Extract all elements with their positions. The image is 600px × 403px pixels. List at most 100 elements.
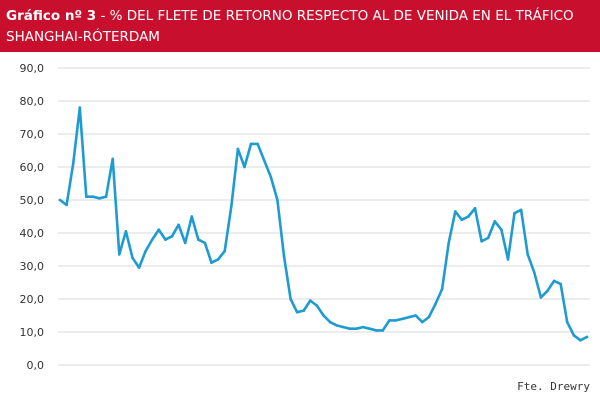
data-point — [131, 256, 134, 260]
data-point — [368, 327, 371, 331]
data-point — [137, 266, 141, 269]
data-point — [170, 235, 174, 238]
data-point — [269, 175, 273, 179]
data-point — [309, 299, 312, 302]
data-point — [262, 159, 266, 162]
data-point — [579, 339, 582, 342]
data-point — [460, 218, 464, 222]
data-point — [315, 304, 319, 307]
data-point — [381, 329, 385, 332]
data-point — [203, 241, 207, 245]
data-point — [289, 297, 292, 301]
data-point — [447, 241, 451, 245]
y-tick-label: 80,0 — [20, 95, 45, 108]
data-point — [124, 230, 128, 233]
data-point — [236, 147, 240, 151]
data-point — [216, 258, 220, 261]
data-point — [513, 211, 516, 215]
data-point — [565, 320, 569, 324]
data-point — [467, 215, 470, 218]
data-point — [546, 289, 549, 293]
data-point — [421, 320, 424, 324]
data-point — [473, 207, 477, 210]
data-point — [78, 106, 82, 109]
data-point — [91, 195, 95, 198]
data-point — [104, 195, 108, 198]
data-point — [85, 195, 88, 198]
data-point — [335, 324, 339, 327]
data-point — [401, 317, 404, 321]
data-point — [256, 142, 259, 146]
data-point — [197, 238, 200, 241]
data-point — [210, 261, 213, 265]
source-note: Fte. Drewry — [517, 380, 590, 393]
y-tick-label: 40,0 — [20, 227, 45, 240]
series-layer — [58, 106, 589, 342]
data-point — [118, 253, 121, 256]
data-point — [302, 309, 306, 312]
data-point — [361, 325, 365, 329]
data-point — [572, 334, 576, 337]
gridlines — [58, 67, 590, 366]
y-tick-label: 30,0 — [20, 260, 45, 273]
data-point — [144, 249, 147, 253]
data-point — [348, 327, 352, 331]
chart-number: Gráfico nº 3 — [6, 8, 97, 24]
chart-title: Gráfico nº 3 - % DEL FLETE DE RETORNO RE… — [6, 8, 574, 24]
y-axis-tick-labels: 0,0 10,0 20,0 30,0 40,0 50,0 60,0 70,0 80,0 90,0 — [20, 62, 45, 372]
data-point — [374, 329, 378, 332]
data-point — [342, 325, 345, 329]
data-point — [164, 238, 167, 241]
data-point — [71, 162, 75, 165]
data-point — [295, 310, 299, 314]
series-line — [58, 106, 589, 342]
data-point — [526, 253, 529, 256]
data-point — [440, 287, 444, 291]
data-point — [394, 319, 398, 322]
data-point — [243, 165, 246, 169]
chart-title-line-2: SHANGHAI-RÓTERDAM — [6, 29, 160, 45]
y-tick-label: 90,0 — [20, 62, 45, 75]
data-point — [111, 157, 114, 161]
data-point — [388, 319, 391, 322]
y-tick-label: 20,0 — [20, 293, 45, 306]
data-point — [480, 240, 483, 243]
y-tick-label: 50,0 — [20, 194, 45, 207]
y-tick-label: 10,0 — [20, 326, 45, 339]
data-point — [183, 241, 187, 245]
data-point — [454, 210, 457, 213]
data-point — [355, 327, 358, 331]
chart-title-text: - % DEL FLETE DE RETORNO RESPECTO AL DE … — [96, 8, 574, 24]
data-point — [190, 215, 194, 218]
data-point — [58, 198, 62, 202]
data-point — [493, 220, 497, 223]
data-point — [150, 238, 154, 241]
data-point — [533, 271, 536, 274]
data-point — [427, 315, 431, 319]
y-tick-label: 60,0 — [20, 161, 45, 174]
data-point — [276, 198, 279, 202]
data-point — [230, 205, 233, 208]
data-point — [414, 314, 418, 317]
data-point — [519, 208, 523, 212]
data-point — [322, 314, 325, 317]
data-point — [177, 223, 180, 227]
data-point — [407, 315, 411, 319]
data-point — [552, 279, 556, 283]
chart-title-bar: Gráfico nº 3 - % DEL FLETE DE RETORNO RE… — [0, 0, 600, 52]
data-point — [249, 142, 253, 146]
data-point — [585, 335, 589, 339]
data-point — [486, 236, 490, 240]
y-tick-label: 0,0 — [27, 359, 45, 372]
y-tick-label: 70,0 — [20, 128, 45, 141]
data-point — [282, 254, 286, 258]
data-point — [65, 203, 68, 207]
data-point — [559, 282, 562, 286]
data-point — [506, 258, 510, 261]
data-point — [328, 320, 332, 324]
data-point — [223, 249, 226, 253]
data-point — [98, 197, 101, 200]
data-point — [434, 302, 437, 306]
data-point — [500, 228, 503, 231]
